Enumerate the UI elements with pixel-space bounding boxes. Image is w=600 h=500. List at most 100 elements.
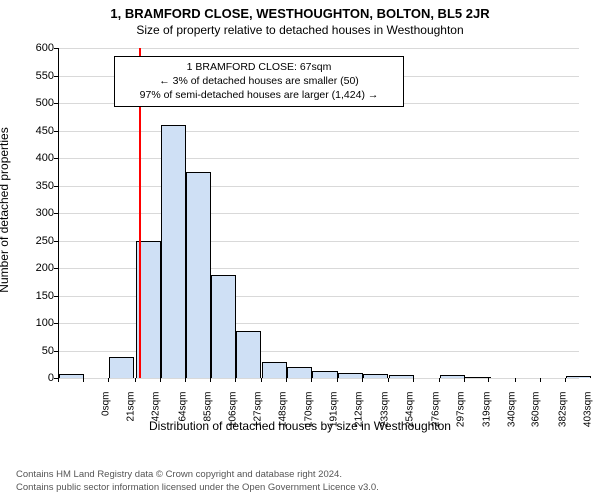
annotation-box: 1 BRAMFORD CLOSE: 67sqm← 3% of detached …	[114, 56, 404, 107]
plot-area: 1 BRAMFORD CLOSE: 67sqm← 3% of detached …	[58, 48, 579, 379]
x-tick-mark	[362, 378, 363, 382]
footer-line-1: Contains HM Land Registry data © Crown c…	[16, 469, 379, 481]
histogram-bar	[109, 357, 134, 378]
y-tick-mark	[54, 351, 58, 352]
y-tick-mark	[54, 296, 58, 297]
x-tick-mark	[515, 378, 516, 382]
histogram-bar	[59, 374, 84, 378]
histogram-bar	[363, 374, 388, 378]
y-tick-mark	[54, 158, 58, 159]
histogram-bar	[338, 373, 363, 379]
x-tick-label: 360sqm	[531, 392, 542, 442]
histogram-bar	[262, 362, 287, 379]
gridline	[59, 48, 579, 49]
x-tick-label: 21sqm	[126, 392, 137, 442]
x-tick-mark	[413, 378, 414, 382]
x-tick-mark	[235, 378, 236, 382]
page-subtitle: Size of property relative to detached ho…	[0, 21, 600, 37]
annotation-line: 1 BRAMFORD CLOSE: 67sqm	[121, 60, 397, 74]
annotation-line: ← 3% of detached houses are smaller (50)	[121, 74, 397, 88]
footer-attribution: Contains HM Land Registry data © Crown c…	[16, 469, 379, 494]
x-tick-mark	[135, 378, 136, 382]
y-tick-label: 150	[14, 290, 54, 302]
y-tick-label: 400	[14, 152, 54, 164]
x-tick-label: 233sqm	[379, 392, 390, 442]
x-tick-label: 64sqm	[177, 392, 188, 442]
histogram-bar	[287, 367, 312, 378]
x-tick-label: 42sqm	[151, 392, 162, 442]
y-tick-mark	[54, 131, 58, 132]
y-tick-label: 500	[14, 97, 54, 109]
x-tick-label: 127sqm	[252, 392, 263, 442]
x-tick-mark	[286, 378, 287, 382]
gridline	[59, 158, 579, 159]
x-tick-mark	[58, 378, 59, 382]
x-tick-label: 340sqm	[507, 392, 518, 442]
y-tick-label: 0	[14, 372, 54, 384]
histogram-bar	[161, 125, 186, 378]
x-tick-mark	[540, 378, 541, 382]
gridline	[59, 378, 579, 379]
x-tick-label: 403sqm	[582, 392, 593, 442]
y-tick-label: 50	[14, 345, 54, 357]
y-axis-label: Number of detached properties	[0, 127, 11, 292]
y-tick-mark	[54, 103, 58, 104]
annotation-line: 97% of semi-detached houses are larger (…	[121, 88, 397, 102]
histogram-bar	[211, 275, 236, 378]
x-tick-label: 85sqm	[202, 392, 213, 442]
x-tick-mark	[108, 378, 109, 382]
y-tick-label: 350	[14, 180, 54, 192]
gridline	[59, 186, 579, 187]
x-tick-mark	[464, 378, 465, 382]
x-tick-mark	[185, 378, 186, 382]
y-tick-label: 550	[14, 70, 54, 82]
x-tick-mark	[337, 378, 338, 382]
page-title: 1, BRAMFORD CLOSE, WESTHOUGHTON, BOLTON,…	[0, 0, 600, 21]
y-tick-mark	[54, 323, 58, 324]
histogram-bar	[440, 375, 465, 378]
histogram-chart: Number of detached properties 1 BRAMFORD…	[0, 40, 600, 435]
x-tick-label: 170sqm	[304, 392, 315, 442]
x-tick-label: 382sqm	[557, 392, 568, 442]
histogram-bar	[236, 331, 261, 378]
x-tick-label: 319sqm	[482, 392, 493, 442]
x-tick-label: 212sqm	[354, 392, 365, 442]
x-tick-mark	[439, 378, 440, 382]
x-tick-label: 297sqm	[456, 392, 467, 442]
x-tick-label: 0sqm	[101, 392, 112, 442]
x-tick-label: 191sqm	[329, 392, 340, 442]
x-tick-mark	[160, 378, 161, 382]
gridline	[59, 213, 579, 214]
x-tick-label: 276sqm	[430, 392, 441, 442]
histogram-bar	[566, 376, 591, 378]
y-tick-mark	[54, 213, 58, 214]
histogram-bar	[186, 172, 211, 378]
histogram-bar	[312, 371, 337, 378]
x-tick-label: 254sqm	[404, 392, 415, 442]
x-tick-mark	[83, 378, 84, 382]
x-tick-mark	[488, 378, 489, 382]
y-tick-label: 100	[14, 317, 54, 329]
x-tick-mark	[311, 378, 312, 382]
y-tick-label: 200	[14, 262, 54, 274]
y-tick-label: 300	[14, 207, 54, 219]
x-tick-label: 106sqm	[227, 392, 238, 442]
footer-line-2: Contains public sector information licen…	[16, 482, 379, 494]
x-tick-mark	[261, 378, 262, 382]
histogram-bar	[389, 375, 414, 378]
x-tick-mark	[210, 378, 211, 382]
y-tick-label: 250	[14, 235, 54, 247]
y-tick-mark	[54, 268, 58, 269]
y-tick-mark	[54, 186, 58, 187]
gridline	[59, 131, 579, 132]
histogram-bar	[465, 377, 490, 378]
y-tick-label: 600	[14, 42, 54, 54]
x-axis-label: Distribution of detached houses by size …	[0, 419, 600, 433]
x-tick-mark	[565, 378, 566, 382]
y-tick-mark	[54, 241, 58, 242]
y-tick-label: 450	[14, 125, 54, 137]
y-tick-mark	[54, 48, 58, 49]
y-tick-mark	[54, 76, 58, 77]
x-tick-label: 148sqm	[277, 392, 288, 442]
x-tick-mark	[388, 378, 389, 382]
